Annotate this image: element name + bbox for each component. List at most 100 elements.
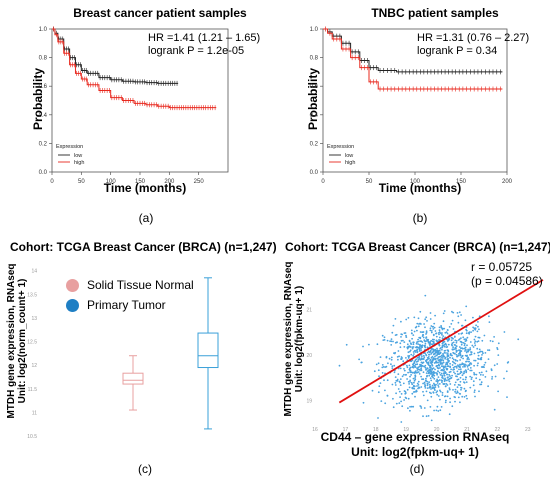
- scatter-point: [429, 329, 432, 332]
- scatter-point: [494, 375, 497, 378]
- scatter-point: [460, 356, 463, 359]
- scatter-point: [427, 364, 430, 366]
- scatter-point: [391, 383, 394, 386]
- y-tick-label: 12.5: [27, 340, 37, 346]
- y-tick-label: 12: [31, 363, 37, 369]
- scatter-point: [435, 351, 437, 353]
- scatter-point: [394, 376, 397, 378]
- scatter-point: [431, 384, 434, 387]
- scatter-point: [425, 353, 427, 356]
- scatter-point: [484, 376, 487, 378]
- scatter-point: [470, 351, 473, 354]
- scatter-point: [425, 415, 428, 418]
- scatter-point: [430, 419, 433, 422]
- x-tick-label: 150: [135, 179, 146, 185]
- scatter-point: [393, 371, 396, 374]
- scatter-point: [459, 351, 462, 353]
- scatter-point: [476, 330, 479, 333]
- legend-item-normal: Solid Tissue Normal: [66, 275, 194, 295]
- scatter-point: [430, 330, 433, 332]
- scatter-point: [421, 355, 423, 358]
- scatter-point: [460, 332, 463, 335]
- scatter-point: [403, 341, 406, 343]
- scatter-point: [445, 352, 447, 354]
- y-tick-label: 20: [306, 353, 312, 359]
- scatter-point: [456, 350, 458, 352]
- scatter-point: [383, 379, 385, 382]
- scatter-point: [383, 339, 386, 341]
- y-tick-label: 0.8: [39, 56, 48, 62]
- scatter-point: [451, 357, 454, 360]
- scatter-point: [474, 340, 477, 343]
- scatter-point: [407, 371, 409, 374]
- scatter-point: [480, 371, 483, 374]
- scatter-point: [390, 340, 393, 343]
- scatter-point: [438, 371, 441, 374]
- scatter-point: [439, 409, 442, 412]
- scatter-point: [403, 399, 405, 401]
- scatter-point: [409, 379, 411, 382]
- scatter-point: [409, 367, 411, 370]
- scatter-point: [432, 333, 435, 336]
- scatter-point: [431, 375, 433, 378]
- scatter-point: [446, 376, 449, 379]
- scatter-point: [465, 389, 467, 392]
- scatter-point: [441, 362, 443, 364]
- scatter-point: [442, 353, 444, 355]
- scatter-point: [399, 346, 402, 349]
- correlation-r-text: r = 0.05725: [471, 260, 533, 274]
- scatter-point: [338, 364, 341, 367]
- scatter-point: [436, 393, 439, 396]
- x-tick-label: 17: [343, 427, 349, 433]
- scatter-point: [434, 355, 436, 358]
- scatter-point: [411, 347, 414, 350]
- scatter-point: [437, 386, 440, 388]
- scatter-point: [396, 356, 399, 358]
- x-tick-label: 22: [495, 427, 501, 433]
- scatter-point: [429, 406, 432, 408]
- scatter-point: [358, 358, 360, 361]
- x-tick-label: 50: [78, 179, 85, 185]
- y-tick-label: 0.0: [39, 170, 48, 176]
- scatter-point: [463, 347, 466, 350]
- scatter-point: [477, 351, 479, 354]
- scatter-point: [377, 417, 379, 419]
- scatter-point: [444, 370, 446, 373]
- scatter-point: [464, 365, 466, 368]
- scatter-point: [473, 364, 475, 367]
- scatter-point: [456, 386, 459, 388]
- scatter-point: [424, 366, 427, 369]
- scatter-point: [493, 364, 496, 367]
- scatter-point: [412, 377, 415, 380]
- scatter-point: [425, 316, 428, 319]
- scatter-point: [467, 364, 469, 367]
- scatter-point: [440, 354, 443, 357]
- scatter-point: [388, 357, 391, 360]
- scatter-point: [386, 379, 389, 382]
- chart-title: Cohort: TCGA Breast Cancer (BRCA) (n=1,2…: [10, 240, 277, 254]
- scatter-point: [406, 347, 409, 350]
- scatter-point: [409, 342, 412, 345]
- chart-title: Breast cancer patient samples: [73, 6, 247, 20]
- y-tick-label: 1.0: [310, 27, 319, 33]
- scatter-point: [377, 362, 380, 365]
- scatter-point: [457, 365, 460, 368]
- scatter-point: [450, 339, 453, 342]
- scatter-point: [468, 360, 470, 363]
- scatter-point: [488, 349, 491, 352]
- legend-title: Expression: [56, 144, 83, 150]
- scatter-point: [419, 337, 422, 340]
- scatter-point: [448, 387, 451, 389]
- scatter-point: [471, 376, 473, 379]
- scatter-point: [423, 344, 426, 347]
- scatter-point: [441, 332, 443, 334]
- scatter-point: [418, 357, 421, 360]
- box-plot-c: 10.5 11 11.5 12 12.5 13 13.5 14: [27, 269, 219, 440]
- scatter-point: [438, 349, 440, 352]
- scatter-point: [420, 344, 422, 347]
- scatter-point: [458, 392, 461, 395]
- scatter-point: [441, 381, 443, 383]
- scatter-point: [417, 358, 420, 361]
- x-axis-label-line2: Unit: log2(fpkm-uq+ 1): [351, 445, 479, 459]
- scatter-point: [468, 331, 471, 333]
